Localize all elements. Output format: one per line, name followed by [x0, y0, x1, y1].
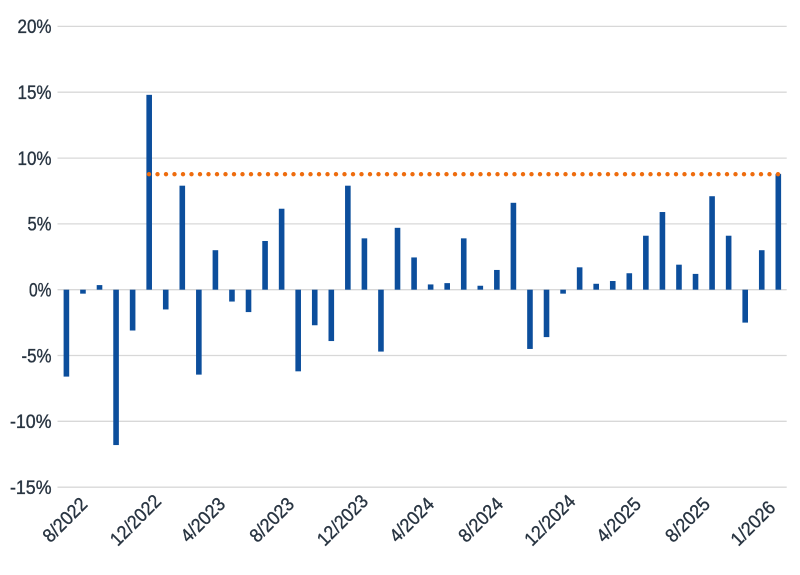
svg-text:-5%: -5%	[22, 346, 52, 367]
svg-text:-10%: -10%	[10, 412, 52, 433]
svg-text:1/2026: 1/2026	[727, 498, 780, 551]
svg-text:-15%: -15%	[10, 478, 52, 499]
svg-text:5%: 5%	[28, 215, 52, 236]
svg-text:4/2023: 4/2023	[177, 494, 230, 547]
svg-text:0%: 0%	[29, 280, 52, 301]
svg-text:15%: 15%	[18, 83, 52, 104]
svg-text:12/2024: 12/2024	[521, 491, 581, 551]
svg-text:8/2024: 8/2024	[455, 494, 508, 547]
svg-text:4/2025: 4/2025	[593, 494, 646, 547]
svg-text:20%: 20%	[18, 17, 52, 38]
svg-text:8/2023: 8/2023	[246, 494, 299, 547]
svg-text:12/2023: 12/2023	[313, 491, 372, 550]
svg-text:4/2024: 4/2024	[386, 494, 439, 547]
svg-text:10%: 10%	[18, 149, 52, 170]
svg-text:8/2025: 8/2025	[662, 494, 715, 547]
svg-text:8/2022: 8/2022	[39, 494, 92, 547]
svg-text:12/2022: 12/2022	[106, 491, 165, 550]
